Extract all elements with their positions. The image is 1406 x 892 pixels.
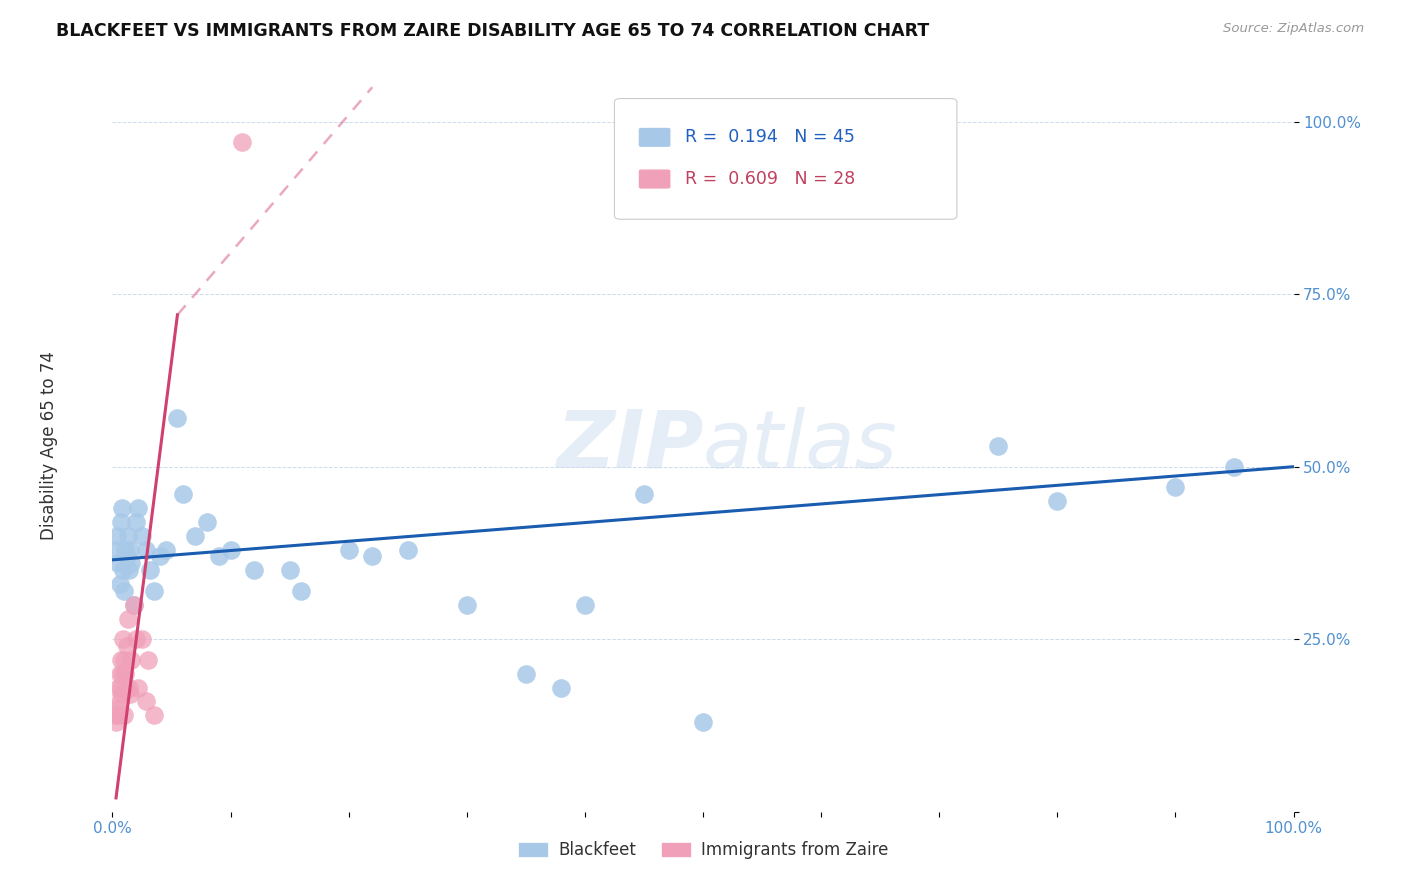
Point — [1164, 480, 1187, 494]
Text: R =  0.609   N = 28: R = 0.609 N = 28 — [685, 170, 855, 188]
Point — [166, 411, 188, 425]
Point — [108, 694, 131, 708]
Point — [107, 708, 129, 723]
Point — [105, 701, 128, 715]
Point — [111, 687, 134, 701]
Point — [278, 563, 301, 577]
Point — [142, 708, 165, 723]
Point — [120, 542, 142, 557]
Point — [105, 529, 128, 543]
Point — [361, 549, 384, 564]
Point — [396, 542, 419, 557]
Point — [105, 542, 128, 557]
Point — [125, 515, 148, 529]
Point — [112, 653, 135, 667]
FancyBboxPatch shape — [614, 99, 957, 219]
Text: R =  0.194   N = 45: R = 0.194 N = 45 — [685, 128, 855, 146]
Point — [118, 563, 141, 577]
Point — [110, 515, 132, 529]
Point — [108, 577, 131, 591]
Point — [122, 598, 145, 612]
Point — [117, 611, 139, 625]
Point — [184, 529, 207, 543]
Point — [127, 681, 149, 695]
Point — [110, 681, 132, 695]
Point — [104, 708, 127, 723]
Point — [105, 714, 128, 729]
Point — [208, 549, 231, 564]
Point — [112, 632, 135, 647]
Text: atlas: atlas — [703, 407, 898, 485]
Point — [1223, 459, 1246, 474]
Point — [1046, 494, 1069, 508]
Point — [195, 515, 218, 529]
Point — [110, 653, 132, 667]
Point — [114, 666, 136, 681]
Point — [139, 563, 162, 577]
Point — [112, 708, 135, 723]
Point — [122, 598, 145, 612]
Point — [172, 487, 194, 501]
Point — [111, 501, 134, 516]
Point — [692, 714, 714, 729]
Point — [987, 439, 1010, 453]
Text: BLACKFEET VS IMMIGRANTS FROM ZAIRE DISABILITY AGE 65 TO 74 CORRELATION CHART: BLACKFEET VS IMMIGRANTS FROM ZAIRE DISAB… — [56, 22, 929, 40]
Text: Source: ZipAtlas.com: Source: ZipAtlas.com — [1223, 22, 1364, 36]
Point — [290, 583, 312, 598]
Point — [107, 557, 129, 571]
Point — [243, 563, 266, 577]
Point — [112, 583, 135, 598]
Point — [142, 583, 165, 598]
Point — [633, 487, 655, 501]
Point — [337, 542, 360, 557]
Point — [155, 542, 177, 557]
Point — [117, 529, 139, 543]
Point — [136, 653, 159, 667]
Point — [550, 681, 572, 695]
FancyBboxPatch shape — [638, 127, 671, 147]
Point — [120, 687, 142, 701]
Point — [115, 549, 138, 564]
Legend: Blackfeet, Immigrants from Zaire: Blackfeet, Immigrants from Zaire — [512, 834, 894, 865]
Text: ZIP: ZIP — [555, 407, 703, 485]
Point — [515, 666, 537, 681]
Point — [108, 666, 131, 681]
Point — [125, 632, 148, 647]
Point — [111, 666, 134, 681]
Point — [131, 632, 153, 647]
Point — [114, 542, 136, 557]
Point — [120, 557, 142, 571]
Point — [120, 653, 142, 667]
Point — [131, 529, 153, 543]
Point — [574, 598, 596, 612]
Point — [231, 136, 253, 150]
Text: Disability Age 65 to 74: Disability Age 65 to 74 — [41, 351, 58, 541]
Point — [112, 563, 135, 577]
Point — [115, 639, 138, 653]
Point — [456, 598, 478, 612]
Point — [135, 542, 157, 557]
Point — [118, 681, 141, 695]
FancyBboxPatch shape — [638, 169, 671, 189]
Point — [127, 501, 149, 516]
Point — [149, 549, 172, 564]
Point — [219, 542, 242, 557]
Point — [107, 681, 129, 695]
Point — [135, 694, 157, 708]
